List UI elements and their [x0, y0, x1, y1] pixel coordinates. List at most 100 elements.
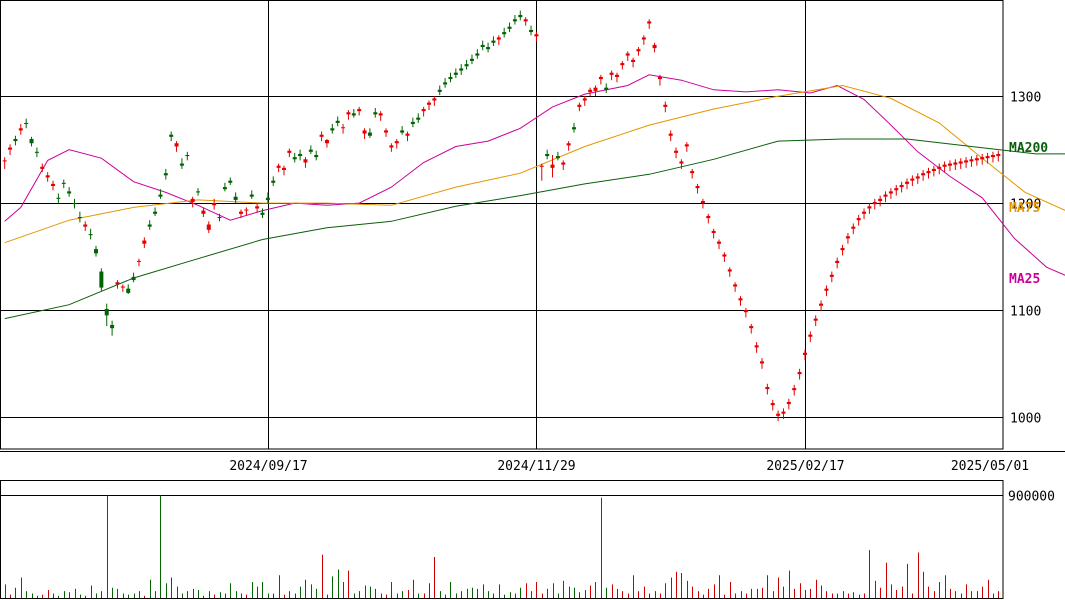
candle [158, 189, 163, 199]
candle-body [179, 163, 184, 166]
candle [561, 160, 566, 170]
candle [287, 148, 292, 158]
candle-body [341, 127, 346, 129]
candle [136, 258, 141, 267]
candle-body [910, 178, 915, 181]
candle-body [518, 14, 523, 18]
candle [324, 138, 329, 148]
candle [786, 398, 791, 410]
candle [276, 163, 281, 173]
candle-body [432, 98, 437, 101]
candle [480, 40, 485, 51]
candle [684, 142, 689, 152]
candle-body [550, 164, 555, 168]
candle [142, 237, 147, 249]
price-tick-label: 1200 [1010, 198, 1041, 213]
candle [706, 213, 711, 224]
candle-body [174, 143, 179, 147]
candle [888, 188, 893, 199]
candle-body [781, 411, 786, 414]
candle-body [878, 198, 883, 201]
candle [104, 303, 109, 327]
date-axis: 2024/09/17 2024/11/29 2025/02/17 2025/05/01 [229, 459, 1029, 474]
candle-body [572, 127, 577, 130]
candle [255, 203, 260, 213]
candle [964, 157, 969, 168]
candle [153, 207, 158, 216]
candle [61, 179, 66, 189]
candle [51, 180, 56, 191]
candle-body [163, 173, 168, 176]
candle [443, 78, 448, 88]
candle-body [104, 308, 109, 316]
candle [609, 70, 614, 81]
candle-body [657, 76, 662, 80]
candle-body [45, 175, 50, 178]
candle [695, 183, 700, 194]
candle-body [77, 217, 82, 219]
candle-body [421, 109, 426, 112]
volume-panel: 900000 [0, 490, 1055, 598]
candle-body [324, 140, 329, 144]
candle-body [759, 361, 764, 364]
candle [464, 59, 469, 70]
candle-body [786, 401, 791, 405]
candle [384, 128, 389, 137]
candle-body [287, 150, 292, 153]
candle [29, 136, 34, 147]
candle-body [394, 141, 399, 144]
candle-body [136, 260, 141, 262]
candle [717, 239, 722, 250]
candle-body [905, 181, 910, 184]
candle [196, 188, 201, 196]
candle [421, 106, 426, 117]
candle [931, 165, 936, 177]
candle-body [72, 203, 77, 205]
candle-body [260, 212, 265, 215]
candle [781, 408, 786, 420]
candle [448, 72, 453, 83]
candle [88, 228, 93, 240]
candle [845, 233, 850, 244]
candle-body [609, 72, 614, 75]
candle [335, 116, 340, 127]
candle [389, 143, 394, 152]
candle-body [185, 155, 190, 157]
candle [2, 157, 7, 169]
candle [545, 149, 550, 160]
candle [45, 172, 50, 182]
candle-body [426, 102, 431, 105]
candle [502, 27, 507, 38]
candle-body [298, 153, 303, 157]
candle [426, 100, 431, 111]
candle [341, 124, 346, 134]
candle [829, 271, 834, 283]
candle-body [695, 186, 700, 189]
candle [120, 284, 125, 292]
candle [185, 151, 190, 161]
candle-body [93, 249, 98, 254]
candle [169, 131, 174, 142]
candle-body [335, 120, 340, 123]
candle [308, 145, 313, 154]
candle [856, 214, 861, 226]
candle [292, 152, 297, 163]
candle-body [330, 128, 335, 131]
candle-body [631, 59, 636, 63]
candle [969, 156, 974, 167]
candle-body [373, 112, 378, 115]
candle-body [480, 44, 485, 48]
candle [641, 35, 646, 45]
candle [40, 163, 45, 173]
candle-body [13, 138, 18, 142]
candle-body [717, 241, 722, 244]
candle-body [158, 194, 163, 197]
candle [378, 111, 383, 121]
candle-body [727, 269, 732, 272]
candle [179, 158, 184, 169]
candle-body [142, 240, 147, 244]
candle [244, 207, 249, 216]
candle-body [990, 155, 995, 158]
candle-body [496, 37, 501, 40]
candle-body [958, 161, 963, 164]
